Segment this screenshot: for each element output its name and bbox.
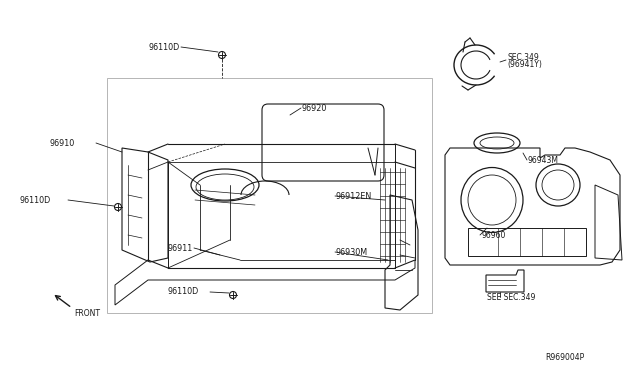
Text: 96920: 96920	[302, 103, 328, 112]
Text: 96960: 96960	[481, 231, 506, 240]
Bar	[468, 228, 586, 256]
Text: 96110D: 96110D	[148, 42, 180, 51]
Text: 96943M: 96943M	[528, 155, 559, 164]
Text: 96110D: 96110D	[168, 288, 199, 296]
Text: (96941Y): (96941Y)	[507, 60, 542, 68]
Text: 96930M: 96930M	[336, 247, 368, 257]
Text: 96110D: 96110D	[20, 196, 51, 205]
Text: SEC.349: SEC.349	[507, 52, 539, 61]
Text: 96912EN: 96912EN	[336, 192, 372, 201]
Text: 96910: 96910	[50, 138, 76, 148]
Text: FRONT: FRONT	[74, 308, 100, 317]
Text: R969004P: R969004P	[545, 353, 584, 362]
Text: SEE SEC.349: SEE SEC.349	[487, 294, 536, 302]
Bar	[107, 78, 432, 313]
Text: 96911: 96911	[168, 244, 193, 253]
